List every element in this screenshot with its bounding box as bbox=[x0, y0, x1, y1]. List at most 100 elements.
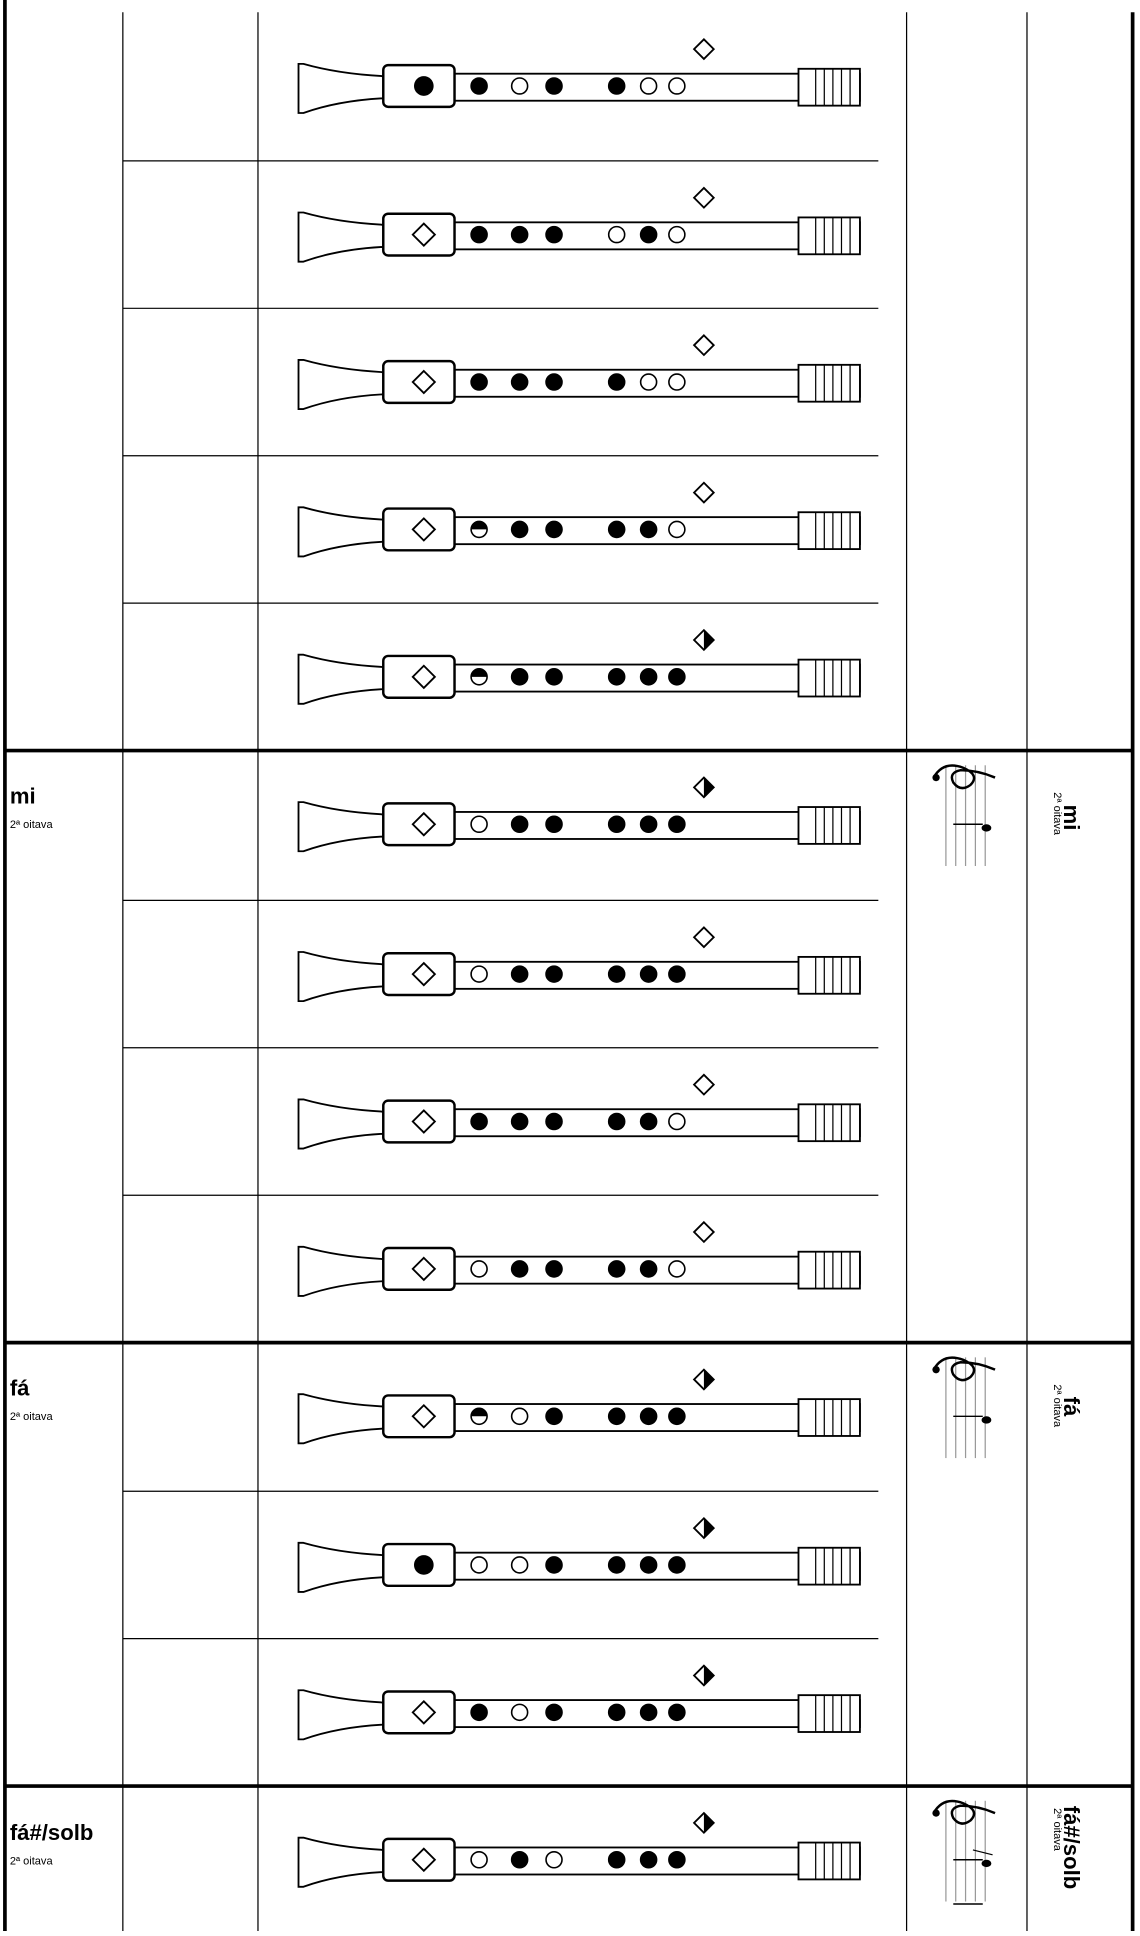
note-head bbox=[981, 824, 992, 832]
finger-hole bbox=[668, 1407, 686, 1426]
fingering-diagram bbox=[297, 1220, 861, 1297]
thumb-hole bbox=[411, 369, 437, 395]
fingering-diagram bbox=[297, 1368, 861, 1445]
finger-hole bbox=[510, 1850, 529, 1869]
finger-hole bbox=[545, 1407, 563, 1426]
finger-hole bbox=[510, 1112, 529, 1131]
note-head bbox=[981, 1416, 992, 1424]
finger-hole bbox=[470, 373, 488, 391]
fingering-diagram bbox=[297, 186, 861, 263]
thumb-hole bbox=[411, 1699, 437, 1725]
finger-hole bbox=[668, 668, 686, 686]
finger-hole bbox=[668, 77, 686, 95]
finger-hole bbox=[639, 668, 658, 686]
octave-label-rotated: 2ª oitava bbox=[1051, 792, 1063, 836]
half-hole bbox=[471, 521, 488, 530]
finger-hole bbox=[607, 77, 626, 95]
note-name: fá bbox=[10, 1375, 30, 1400]
note-name-rotated: fá bbox=[1059, 1397, 1084, 1417]
finger-hole bbox=[545, 668, 563, 686]
finger-hole bbox=[668, 1556, 686, 1574]
octave-key-half bbox=[703, 1518, 714, 1538]
octave-key-half bbox=[703, 630, 714, 650]
staff-image bbox=[932, 1356, 996, 1459]
finger-hole bbox=[607, 1407, 626, 1426]
finger-hole bbox=[639, 1112, 658, 1131]
finger-hole bbox=[607, 1556, 626, 1574]
flute-bell bbox=[297, 62, 385, 114]
finger-hole bbox=[607, 1850, 626, 1869]
finger-hole bbox=[510, 373, 529, 391]
note-name: mi bbox=[10, 783, 36, 808]
octave-label: 2ª oitava bbox=[10, 1856, 54, 1868]
finger-hole bbox=[639, 373, 658, 391]
fingering-diagram bbox=[297, 628, 861, 705]
finger-hole bbox=[639, 77, 658, 95]
note-name: fá#/solb bbox=[10, 1820, 94, 1845]
finger-hole bbox=[510, 520, 529, 539]
treble-clef bbox=[932, 1356, 996, 1382]
finger-hole bbox=[607, 225, 626, 244]
note-head bbox=[981, 1859, 992, 1868]
half-hole bbox=[471, 1408, 488, 1417]
finger-hole bbox=[668, 1112, 686, 1131]
flute-bell bbox=[297, 1393, 385, 1445]
finger-hole bbox=[639, 1407, 658, 1426]
octave-label-rotated: 2ª oitava bbox=[1051, 1384, 1063, 1428]
thumb-hole bbox=[411, 222, 437, 247]
finger-hole bbox=[510, 815, 529, 834]
finger-hole bbox=[545, 815, 563, 834]
octave-label-rotated: 2ª oitava bbox=[1051, 1808, 1063, 1852]
thumb-hole bbox=[411, 664, 437, 690]
thumb-hole bbox=[411, 811, 437, 837]
finger-hole bbox=[510, 965, 529, 983]
finger-hole bbox=[510, 1407, 529, 1426]
finger-hole bbox=[668, 965, 686, 983]
finger-hole bbox=[668, 1850, 686, 1869]
flute-bell bbox=[297, 506, 385, 558]
staff-image bbox=[932, 764, 996, 867]
thumb-hole bbox=[413, 76, 434, 96]
note-name-rotated: mi bbox=[1059, 805, 1084, 831]
thumb-hole bbox=[411, 517, 437, 542]
finger-hole bbox=[607, 1703, 626, 1722]
finger-hole bbox=[607, 965, 626, 983]
finger-hole bbox=[470, 1703, 488, 1722]
finger-hole bbox=[668, 225, 686, 244]
finger-hole bbox=[470, 225, 488, 244]
flute-bell bbox=[297, 653, 385, 705]
finger-hole bbox=[470, 965, 488, 983]
finger-hole bbox=[470, 1556, 488, 1574]
thumb-hole bbox=[413, 1555, 434, 1575]
thumb-hole bbox=[411, 1847, 437, 1873]
flute-bell bbox=[297, 1541, 385, 1593]
octave-key-half bbox=[703, 777, 714, 798]
clef-dot bbox=[932, 1365, 940, 1374]
fingering-diagram bbox=[297, 38, 861, 114]
finger-hole bbox=[510, 1260, 529, 1278]
octave-label: 2ª oitava bbox=[10, 819, 54, 831]
flute-bell bbox=[297, 1836, 385, 1888]
finger-hole bbox=[545, 520, 563, 539]
clef-dot bbox=[932, 1809, 940, 1817]
finger-hole bbox=[607, 373, 626, 391]
finger-hole bbox=[545, 1556, 563, 1574]
finger-hole bbox=[510, 77, 529, 95]
finger-hole bbox=[545, 1260, 563, 1278]
finger-hole bbox=[545, 1850, 563, 1869]
octave-key bbox=[692, 926, 716, 949]
treble-clef bbox=[932, 1799, 996, 1825]
flute-bell bbox=[297, 1245, 385, 1297]
finger-hole bbox=[607, 668, 626, 686]
finger-hole bbox=[639, 1556, 658, 1574]
finger-hole bbox=[668, 520, 686, 539]
table-grid bbox=[3, 0, 1135, 1931]
finger-hole bbox=[639, 1260, 658, 1278]
finger-hole bbox=[668, 815, 686, 834]
octave-key bbox=[692, 186, 716, 209]
octave-key bbox=[692, 1073, 716, 1096]
finger-hole bbox=[510, 668, 529, 686]
flute-bell bbox=[297, 211, 385, 263]
